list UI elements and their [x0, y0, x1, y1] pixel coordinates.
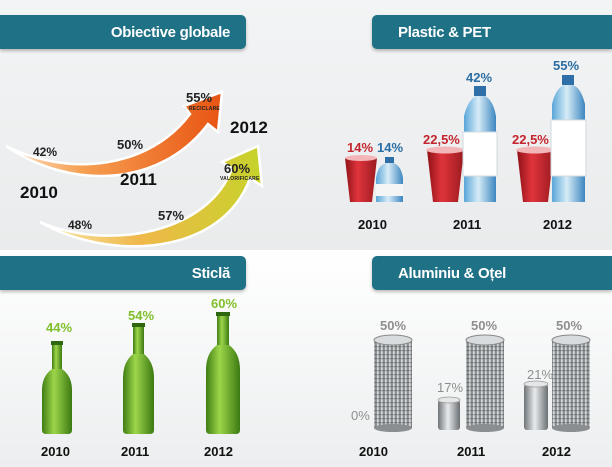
objective-header: Obiective globale: [0, 15, 246, 49]
plastic-cup-2010: 14%: [347, 140, 374, 155]
plastic-bottle-2011: 42%: [466, 70, 493, 85]
objective-title: Obiective globale: [110, 23, 230, 41]
metal-header: Aluminiu & Oțel: [372, 256, 612, 290]
plastic-year-2012: 2012: [543, 217, 572, 232]
glass-header: Sticlă: [0, 256, 246, 290]
metal-big-2012: 50%: [556, 318, 583, 333]
plastic-illustrations: [345, 75, 587, 202]
metal-year-2010: 2010: [359, 444, 388, 459]
metal-title: Aluminiu & Oțel: [398, 264, 507, 282]
glass-year-2011: 2011: [121, 444, 150, 459]
soda-can-2012: [523, 380, 549, 430]
plastic-cup-2011: 22,5%: [423, 132, 460, 147]
plastic-year-2010: 2010: [358, 217, 387, 232]
tin-can-2012: [551, 334, 591, 432]
recycling-2012: 55%: [186, 90, 213, 105]
bottle-2010: [376, 157, 403, 202]
tin-can-2010: [373, 334, 413, 432]
metal-small-2010: 0%: [351, 408, 370, 423]
recovery-arrow: [39, 144, 264, 248]
recovery-2012: 60%: [224, 161, 251, 176]
glass-bottle-2011: [123, 323, 154, 434]
metal-year-2011: 2011: [457, 444, 486, 459]
metal-small-2012: 21%: [527, 367, 554, 382]
glass-2012-value: 60%: [211, 296, 238, 311]
glass-year-2012: 2012: [204, 444, 233, 459]
glass-title: Sticlă: [191, 264, 231, 282]
glass-year-2010: 2010: [41, 444, 70, 459]
recycling-label: RECICLARE: [189, 106, 220, 112]
glass-bottle-2012: [206, 312, 240, 434]
recycling-2011: 50%: [117, 137, 144, 152]
soda-can-2011: [437, 396, 461, 430]
recovery-2011: 57%: [158, 208, 185, 223]
cup-2010: [345, 155, 377, 202]
plastic-title: Plastic & PET: [398, 23, 491, 41]
objective-year-2010: 2010: [20, 183, 58, 202]
recycling-2010: 42%: [33, 145, 58, 159]
metal-year-2012: 2012: [542, 444, 571, 459]
plastic-cup-2012: 22,5%: [512, 132, 549, 147]
metal-big-2010: 50%: [380, 318, 407, 333]
metal-big-2011: 50%: [471, 318, 498, 333]
bottle-2011: [462, 86, 498, 202]
tin-can-2011: [465, 334, 505, 432]
plastic-bottle-2012: 55%: [553, 58, 580, 73]
glass-2010-value: 44%: [46, 320, 73, 335]
plastic-header: Plastic & PET: [372, 15, 612, 49]
recycling-arrow: [5, 90, 264, 248]
objective-year-2012: 2012: [230, 118, 268, 137]
glass-2011-value: 54%: [128, 308, 155, 323]
glass-bottle-2010: [42, 341, 72, 434]
plastic-year-2011: 2011: [453, 217, 482, 232]
metal-small-2011: 17%: [437, 380, 464, 395]
objective-year-2011: 2011: [120, 170, 157, 189]
cup-2011: [426, 146, 464, 202]
plastic-bottle-2010: 14%: [377, 140, 404, 155]
recovery-2010: 48%: [68, 218, 93, 232]
cup-2012: [516, 146, 554, 202]
recovery-label: VALORIFICARE: [220, 176, 260, 182]
bottle-2012: [550, 75, 587, 202]
